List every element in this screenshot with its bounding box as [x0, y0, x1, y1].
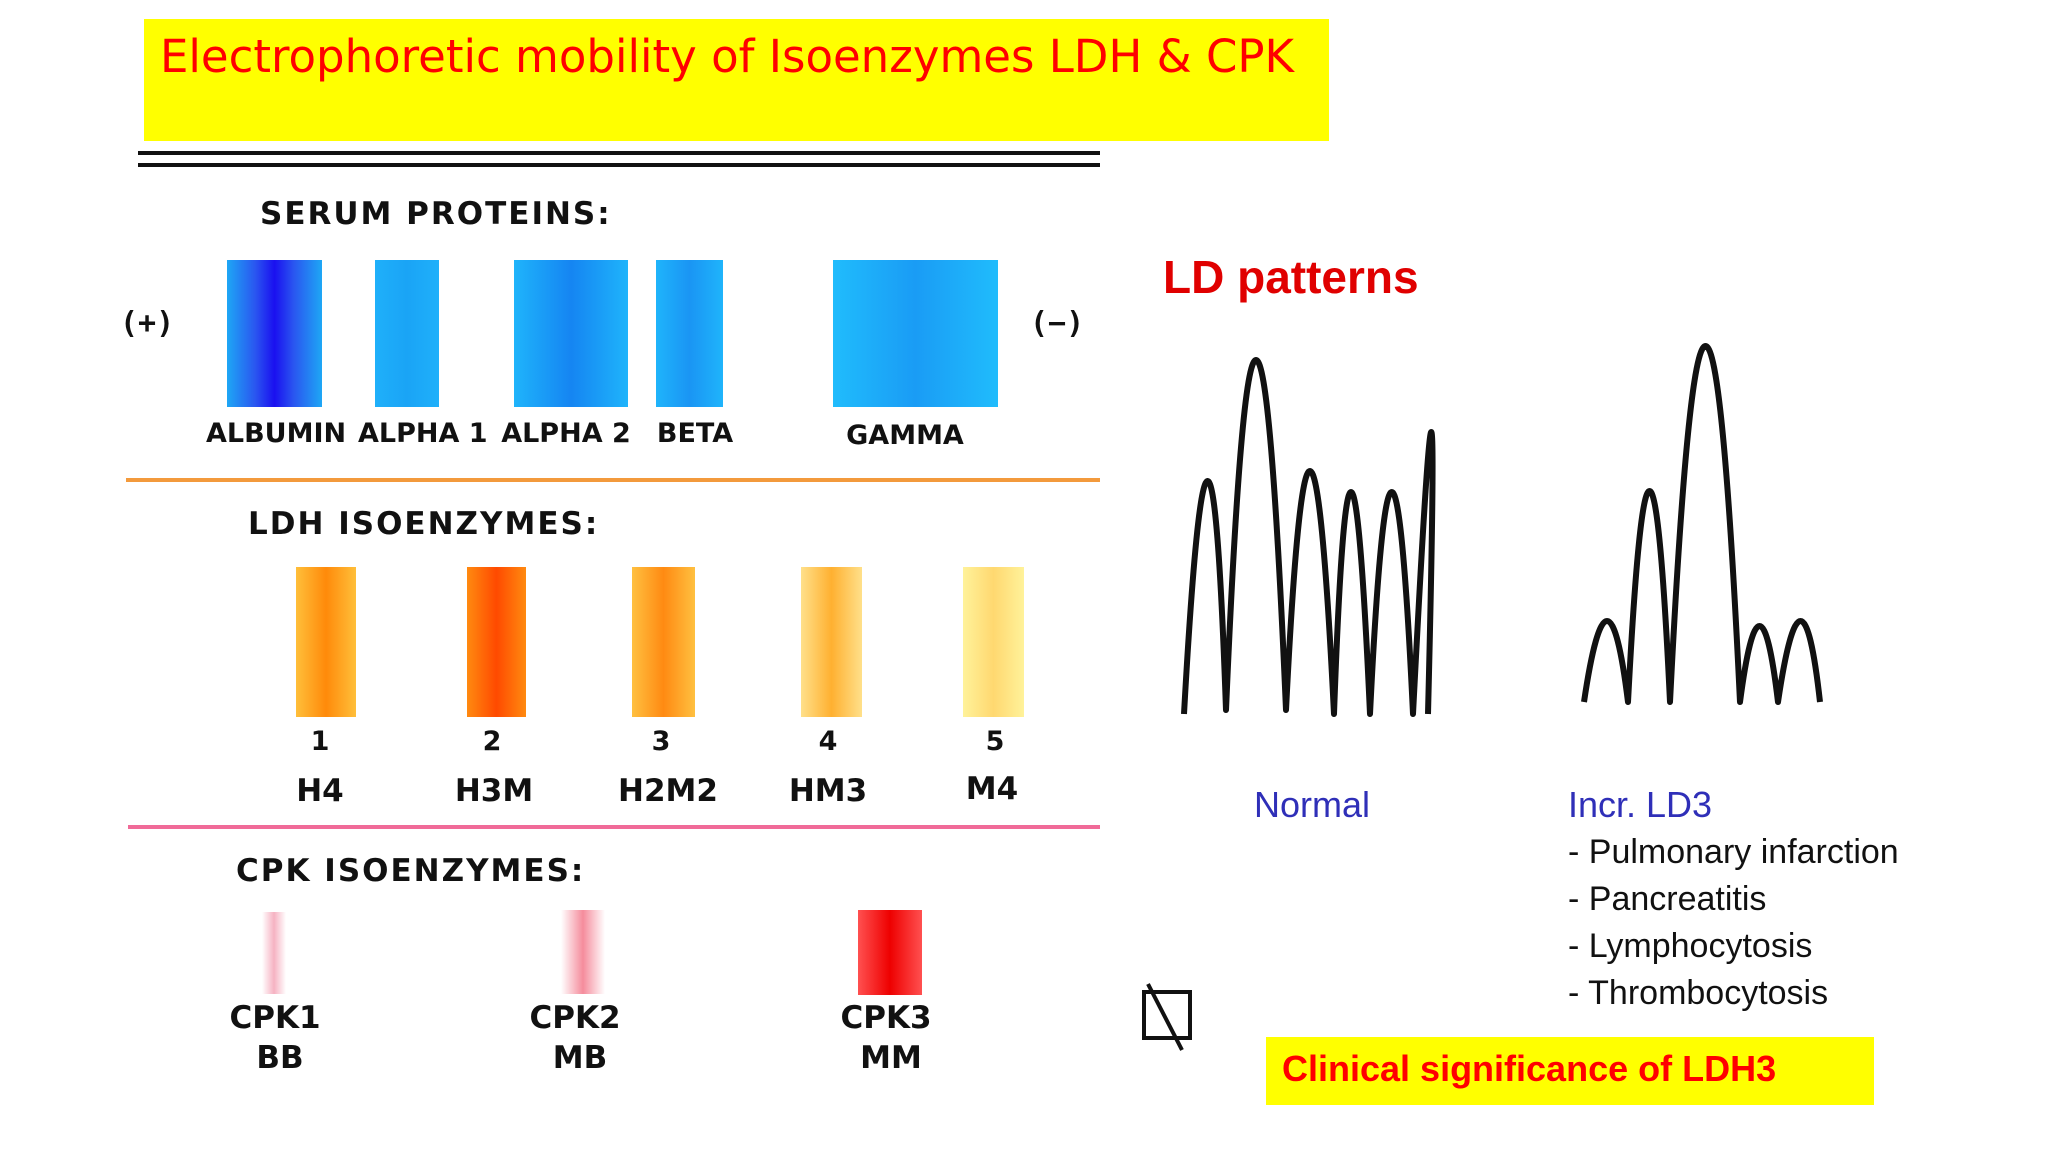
normal-pattern-trace [1181, 357, 1436, 717]
cpk-name-3: CPK3 [840, 1000, 932, 1036]
ldh-form-h3m: H3M [454, 773, 534, 809]
serum-heading: SERUM PROTEINS: [260, 196, 612, 232]
cpk-name-1: CPK1 [229, 1000, 321, 1036]
band-ldh1 [296, 567, 356, 717]
ldh-form-hm3: HM3 [788, 773, 868, 809]
ldh-num-3: 3 [651, 726, 671, 757]
cause-4: - Thrombocytosis [1568, 974, 1829, 1012]
cause-2: - Pancreatitis [1568, 880, 1767, 918]
band-alpha2 [514, 260, 628, 407]
cause-3: - Lymphocytosis [1568, 927, 1813, 965]
cathode-label: (−) [1030, 306, 1085, 341]
slide-title: Electrophoretic mobility of Isoenzymes L… [160, 30, 1295, 83]
band-ldh5 [963, 567, 1024, 717]
divider-pink [128, 825, 1100, 829]
incr-ld3-pattern-trace [1581, 343, 1823, 705]
band-cpk3 [858, 910, 922, 995]
cpk-form-bb: BB [256, 1040, 304, 1076]
ldh-heading: LDH ISOENZYMES: [248, 506, 600, 542]
label-albumin: ALBUMIN [206, 418, 347, 449]
top-rule-1 [138, 151, 1100, 155]
band-ldh4 [801, 567, 862, 717]
band-cpk1 [262, 912, 286, 994]
incr-ld3-pattern-line [1581, 343, 1823, 705]
ld-patterns-title: LD patterns [1163, 251, 1419, 303]
cause-1: - Pulmonary infarction [1568, 833, 1899, 871]
ldh-num-5: 5 [985, 726, 1005, 757]
label-alpha2: ALPHA 2 [501, 418, 631, 449]
cpk-heading: CPK ISOENZYMES: [236, 853, 586, 889]
divider-orange [126, 478, 1100, 482]
label-alpha1: ALPHA 1 [358, 418, 488, 449]
crossed-box-icon [1142, 983, 1192, 1051]
incr-ld3-label: Incr. LD3 [1568, 784, 1713, 825]
band-alpha1 [375, 260, 439, 407]
cpk-name-2: CPK2 [529, 1000, 621, 1036]
band-ldh2 [467, 567, 526, 717]
label-beta: BETA [656, 418, 734, 449]
top-rule-2 [138, 163, 1100, 167]
band-beta [656, 260, 723, 407]
band-cpk2 [561, 910, 605, 994]
band-gamma [833, 260, 998, 407]
clinical-banner [1266, 1037, 1874, 1105]
ldh-form-h4: H4 [296, 773, 344, 809]
band-ldh3 [632, 567, 695, 717]
ldh-form-m4: M4 [965, 771, 1019, 807]
anode-label: (+) [120, 306, 175, 341]
cpk-form-mb: MB [552, 1040, 608, 1076]
ldh-num-2: 2 [482, 726, 502, 757]
normal-label: Normal [1254, 784, 1371, 825]
normal-pattern-line [1181, 357, 1436, 717]
ldh-form-h2m2: H2M2 [618, 773, 718, 809]
clinical-title: Clinical significance of LDH3 [1282, 1048, 1777, 1089]
ldh-num-4: 4 [818, 726, 838, 757]
ldh-num-1: 1 [310, 726, 330, 757]
band-albumin [227, 260, 322, 407]
label-gamma: GAMMA [846, 420, 964, 451]
title-banner [144, 19, 1329, 141]
cpk-form-mm: MM [860, 1040, 922, 1076]
